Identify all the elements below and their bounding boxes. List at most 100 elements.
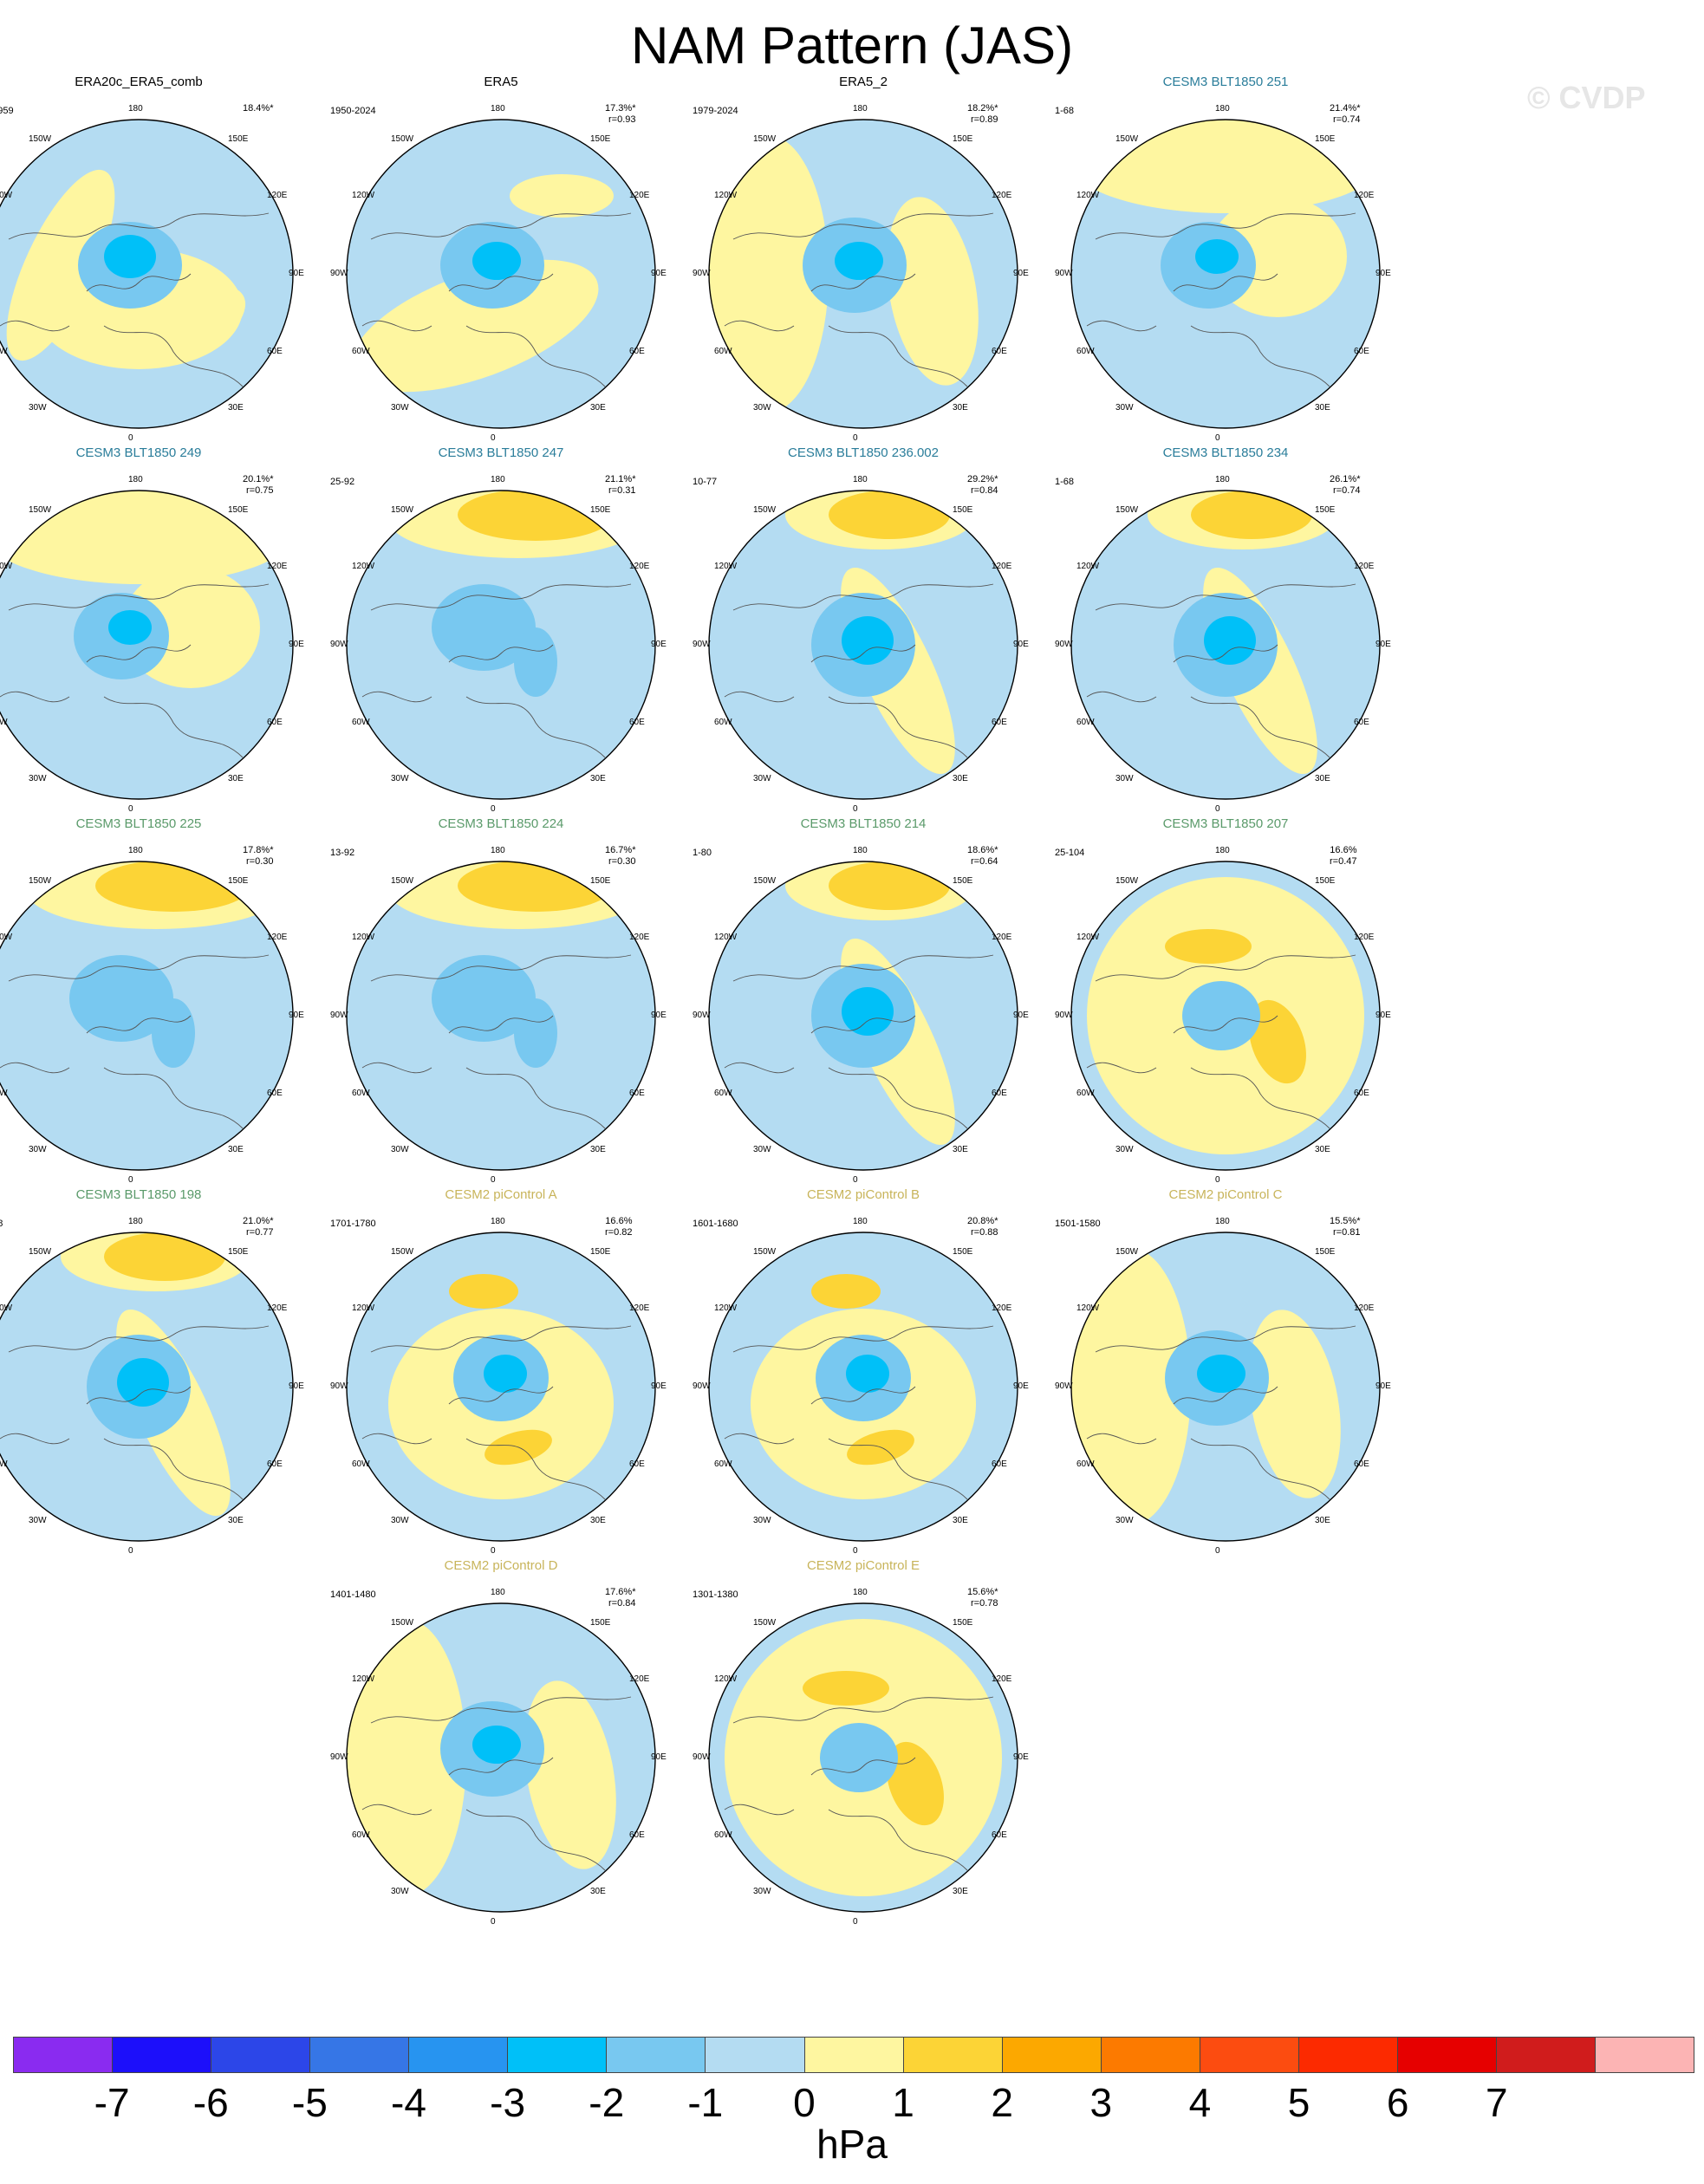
longitude-label: 30E (228, 1516, 244, 1525)
panel-pct: 21.1%* (605, 474, 636, 484)
longitude-label: 120E (629, 191, 650, 200)
longitude-label: 150W (29, 134, 52, 144)
longitude-label: 0 (853, 1917, 858, 1927)
map-panel: CESM2 piControl D 1401-1480 17.6%* r=0.84 18… (319, 1558, 683, 1933)
field-contour (152, 998, 195, 1068)
longitude-label: 90E (289, 1381, 304, 1391)
coastlines (0, 583, 270, 758)
field-contour (117, 1358, 169, 1407)
map-panel: ERA5 1950-2024 17.3%* r=0.93 180 150E 120E 90E 6… (319, 75, 683, 449)
field-contour (108, 610, 152, 645)
longitude-label: 150W (753, 1618, 777, 1628)
longitude-label: 120E (267, 191, 288, 200)
polar-map (346, 1232, 656, 1542)
longitude-label: 30E (590, 1887, 606, 1896)
panel-title: CESM2 piControl C (1168, 1187, 1283, 1202)
map-panel: CESM3 BLT1850 247 25-92 21.1%* r=0.31 180 150… (319, 445, 683, 820)
longitude-label: 60W (1076, 1089, 1095, 1098)
longitude-label: 120E (1354, 562, 1375, 571)
longitude-label: 90E (651, 1011, 667, 1020)
panel-title: ERA5_2 (839, 75, 888, 89)
longitude-label: 60W (714, 1459, 732, 1469)
longitude-label: 90W (693, 269, 711, 278)
longitude-label: 60E (267, 347, 283, 356)
longitude-label: 90E (1013, 1381, 1029, 1391)
panel-stats: 21.0%* r=0.77 (243, 1216, 273, 1238)
field-contour (1165, 929, 1252, 964)
field-contour (472, 242, 521, 280)
longitude-label: 0 (128, 433, 133, 443)
longitude-label: 90W (1055, 269, 1073, 278)
panel-title: CESM2 piControl B (806, 1187, 920, 1202)
longitude-label: 30W (29, 774, 47, 783)
map-panel: CESM3 BLT1850 2255-8417.8%*r=0.30180150E… (0, 816, 321, 1191)
longitude-label: 30E (590, 1516, 606, 1525)
panel-title: ERA5 (484, 75, 518, 89)
longitude-label: 30E (953, 1145, 968, 1154)
longitude-label: 120E (992, 1303, 1012, 1313)
longitude-label: 90E (651, 1381, 667, 1391)
longitude-label: 120W (0, 562, 13, 571)
longitude-label: 30W (391, 1887, 409, 1896)
field-contour (449, 1274, 518, 1309)
longitude-label: 30E (590, 1145, 606, 1154)
longitude-label: 150W (391, 505, 414, 515)
longitude-label: 90E (1013, 1011, 1029, 1020)
field-contour (842, 616, 894, 665)
longitude-label: 30W (753, 1887, 771, 1896)
longitude-label: 60W (352, 718, 370, 727)
longitude-label: 120W (0, 933, 13, 942)
longitude-label: 60W (0, 718, 8, 727)
polar-map (0, 490, 294, 800)
longitude-label: 180 (128, 104, 143, 114)
longitude-label: 90W (1055, 1381, 1073, 1391)
longitude-label: 150W (29, 1247, 52, 1257)
longitude-label: 180 (853, 846, 868, 855)
colorbar-cell (1200, 2038, 1299, 2072)
colorbar-cell (310, 2038, 410, 2072)
longitude-label: 180 (1215, 475, 1230, 484)
map-border (346, 1232, 656, 1542)
coastlines (0, 954, 270, 1129)
map-border (346, 119, 656, 429)
map-border (0, 490, 294, 800)
field-contour (432, 955, 536, 1042)
field-contour (472, 1726, 521, 1764)
panel-pct: 21.4%* (1330, 103, 1361, 114)
panel-years: 10-77 (693, 477, 718, 487)
panel-pct: 16.6% (605, 1216, 633, 1226)
map-panel: ERA5_2 1979-2024 18.2%* r=0.89 180 150E 120E 90… (681, 75, 1045, 449)
panel-stats: 18.6%* r=0.64 (967, 845, 998, 868)
coastlines (361, 1696, 632, 1871)
field-contour (887, 1741, 944, 1826)
colorbar-tick-label: 7 (1485, 2080, 1508, 2125)
panel-title: CESM3 BLT1850 251 (1162, 75, 1289, 89)
polar-map (1070, 119, 1381, 429)
field-contour (484, 1355, 527, 1393)
longitude-label: 60E (1354, 347, 1369, 356)
longitude-label: 60W (352, 1459, 370, 1469)
field-contour (1249, 1310, 1341, 1498)
polar-map (1070, 490, 1381, 800)
field-contour (69, 955, 173, 1042)
colorbar-tick-label: -7 (94, 2080, 130, 2125)
longitude-label: 60E (1354, 718, 1369, 727)
longitude-label: 0 (853, 1175, 858, 1185)
longitude-label: 0 (853, 804, 858, 814)
panel-pct: 15.6%* (967, 1587, 998, 1597)
panel-r: r=0.84 (608, 1598, 636, 1609)
panel-r: r=0.75 (245, 485, 274, 496)
colorbar-tick-label: 4 (1188, 2080, 1212, 2125)
panel-r: r=0.30 (608, 856, 636, 867)
panel-title: CESM3 BLT1850 207 (1162, 816, 1289, 831)
longitude-label: 90W (330, 269, 348, 278)
longitude-label: 30E (228, 774, 244, 783)
colorbar-tick-label: 0 (793, 2080, 816, 2125)
panel-pct: 29.2%* (967, 474, 998, 484)
longitude-label: 120E (992, 191, 1012, 200)
coastlines (1086, 583, 1356, 758)
map-border (0, 861, 294, 1171)
longitude-label: 90E (1376, 640, 1391, 649)
field-contour (811, 1274, 881, 1309)
longitude-label: 180 (853, 1588, 868, 1597)
